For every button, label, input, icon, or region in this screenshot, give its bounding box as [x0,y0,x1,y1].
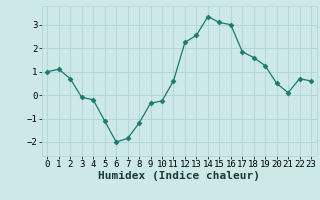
X-axis label: Humidex (Indice chaleur): Humidex (Indice chaleur) [98,171,260,181]
